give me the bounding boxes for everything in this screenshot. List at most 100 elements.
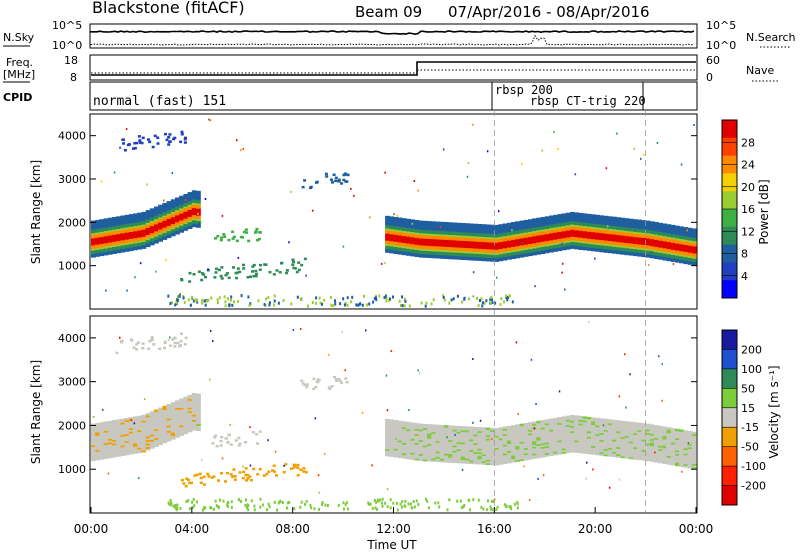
echo-cell [410, 252, 416, 255]
echo-cell [637, 424, 642, 427]
echo-cell [544, 218, 550, 221]
echo-cell [196, 416, 201, 419]
echo-cell [124, 424, 130, 428]
echo-cell [149, 211, 155, 215]
echo-cell [658, 252, 663, 255]
echo-cell [418, 450, 424, 453]
echo-speckle [521, 163, 523, 166]
echo-cell [654, 251, 659, 254]
echo-cell [553, 218, 558, 221]
echo-cell [448, 449, 453, 453]
echo-cell [173, 136, 177, 140]
echo-cell [649, 454, 655, 457]
echo-cell [231, 303, 234, 307]
echo-cell [242, 267, 246, 270]
echo-cell [490, 229, 495, 233]
echo-cell [473, 449, 479, 452]
echo-cell [162, 428, 168, 431]
echo-cell [620, 455, 626, 459]
echo-cell [595, 437, 600, 440]
echo-cell [586, 420, 592, 423]
echo-cell [137, 445, 142, 448]
echo-cell [456, 445, 462, 448]
echo-cell [431, 433, 437, 436]
echo-cell [519, 232, 525, 235]
echo-cell [506, 448, 512, 451]
echo-cell [687, 240, 693, 243]
echo-cell [519, 225, 525, 229]
echo-cell [175, 409, 180, 412]
echo-cell [519, 453, 525, 456]
echo-cell [561, 444, 567, 447]
echo-cell [99, 438, 105, 441]
echo-cell [599, 215, 605, 218]
echo-cell [536, 219, 542, 222]
echo-speckle [472, 123, 474, 126]
echo-cell [511, 256, 516, 259]
echo-cell [158, 235, 163, 239]
echo-cell [645, 253, 651, 256]
echo-cell [460, 242, 466, 245]
echo-cell [116, 429, 121, 433]
echo-cell [175, 209, 180, 212]
echo-cell [265, 472, 269, 476]
echo-cell [607, 419, 613, 422]
echo-cell [544, 419, 550, 422]
echo-cell [511, 225, 516, 228]
echo-cell [191, 190, 197, 193]
echo-cell [469, 508, 472, 512]
echo-cell [406, 453, 411, 456]
echo-cell [346, 296, 349, 300]
echo-cell [633, 231, 638, 234]
echo-cell [485, 245, 491, 248]
echo-cell [158, 204, 163, 207]
echo-cell [553, 437, 558, 440]
echo-cell [99, 457, 105, 460]
echo-cell [170, 204, 176, 207]
echo-cell [401, 235, 407, 238]
echo-cell [95, 233, 100, 236]
echo-cell [321, 503, 323, 506]
echo-cell [448, 241, 453, 244]
echo-cell [515, 242, 521, 245]
echo-cell [691, 230, 697, 233]
echo-cell [397, 224, 403, 227]
echo-cell [452, 439, 458, 442]
echo-cell [179, 402, 184, 405]
echo-cell [410, 440, 416, 443]
echo-cell [473, 239, 479, 242]
echo-cell [519, 253, 525, 256]
echo-cell [658, 254, 663, 257]
echo-cell [683, 239, 689, 242]
echo-cell [498, 455, 504, 458]
echo-cell [612, 242, 617, 245]
echo-cell [120, 437, 126, 441]
echo-cell [523, 247, 529, 250]
echo-speckle [209, 119, 212, 122]
echo-cell [401, 437, 407, 440]
echo-cell [361, 303, 364, 307]
echo-cell [414, 433, 420, 436]
echo-cell [591, 448, 596, 452]
echo-cell [158, 208, 163, 211]
echo-speckle [561, 271, 563, 274]
echo-cell [427, 453, 432, 457]
echo-cell [432, 298, 435, 302]
echo-cell [443, 229, 449, 232]
echo-cell [612, 218, 617, 221]
echo-cell [603, 241, 609, 245]
echo-cell [691, 258, 697, 261]
echo-cell [170, 220, 176, 223]
echo-cell [586, 434, 592, 437]
echo-cell [103, 230, 109, 233]
echo-cell [452, 297, 455, 301]
echo-cell [201, 301, 204, 305]
echo-cell [473, 432, 479, 435]
echo-cell [582, 241, 588, 244]
echo-cell [244, 473, 248, 477]
echo-cell [616, 248, 621, 251]
echo-cell [464, 440, 470, 443]
echo-cell [435, 242, 441, 245]
echo-cell [570, 443, 575, 446]
echo-cell [175, 430, 180, 433]
